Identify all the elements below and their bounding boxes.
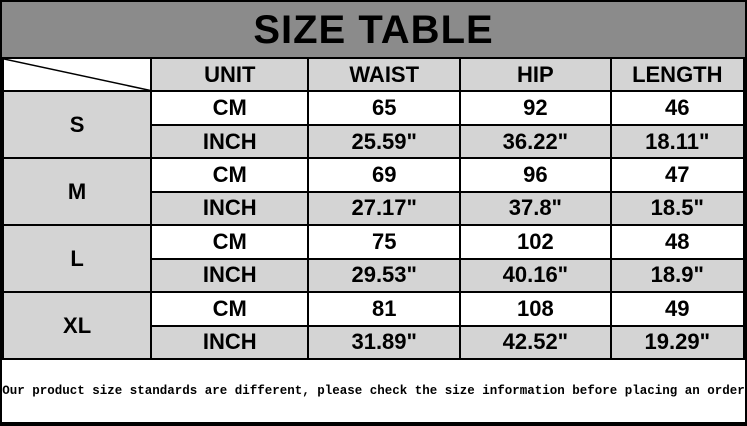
- footer-note-bar: Our product size standards are different…: [2, 360, 745, 422]
- table-row-s-cm: S CM 65 92 46: [2, 90, 745, 160]
- value-cell: 69: [307, 157, 462, 193]
- title-bar: SIZE TABLE: [2, 2, 745, 57]
- corner-cell: [2, 56, 153, 93]
- value-cell: 29.53": [307, 257, 462, 294]
- unit-label-cell: INCH: [150, 257, 310, 294]
- column-header-hip: HIP: [459, 56, 612, 93]
- value-cell: 36.22": [459, 123, 612, 160]
- size-label-s: S: [2, 90, 153, 160]
- value-cell: 47: [609, 157, 745, 193]
- value-cell: 65: [307, 90, 462, 126]
- unit-label-cell: INCH: [150, 324, 310, 360]
- size-label-xl: XL: [2, 291, 153, 360]
- value-cell: 42.52": [459, 324, 612, 360]
- value-cell: 19.29": [609, 324, 745, 360]
- value-cell: 46: [609, 90, 745, 126]
- value-cell: 75: [307, 224, 462, 260]
- value-cell: 96: [459, 157, 612, 193]
- unit-label-cell: CM: [150, 90, 310, 126]
- unit-label-cell: CM: [150, 291, 310, 327]
- value-cell: 40.16": [459, 257, 612, 294]
- table-row-xl-inch: INCH 31.89" 42.52" 19.29": [3, 324, 745, 360]
- unit-label-cell: CM: [150, 157, 310, 193]
- unit-label-cell: CM: [150, 224, 310, 260]
- value-cell: 18.9": [609, 257, 745, 294]
- unit-label-cell: INCH: [150, 123, 310, 160]
- value-cell: 25.59": [307, 123, 462, 160]
- footer-note-text: Our product size standards are different…: [2, 384, 745, 398]
- table-row-l-cm: L CM 75 102 48: [2, 224, 745, 294]
- table-row-l-inch: INCH 29.53" 40.16" 18.9": [3, 257, 745, 294]
- header-row: UNIT WAIST HIP LENGTH: [2, 56, 745, 93]
- value-cell: 27.17": [307, 190, 462, 227]
- value-cell: 18.11": [609, 123, 745, 160]
- value-cell: 18.5": [609, 190, 745, 227]
- page-title: SIZE TABLE: [253, 7, 494, 52]
- table-row-s-inch: INCH 25.59" 36.22" 18.11": [3, 123, 745, 160]
- value-cell: 49: [609, 291, 745, 327]
- size-label-l: L: [2, 224, 153, 294]
- size-table: UNIT WAIST HIP LENGTH S CM 65 92 46 INCH…: [2, 56, 745, 360]
- table-row-m-cm: M CM 69 96 47: [2, 157, 745, 227]
- column-header-waist: WAIST: [307, 56, 462, 93]
- table-row-m-inch: INCH 27.17" 37.8" 18.5": [3, 190, 745, 227]
- value-cell: 102: [459, 224, 612, 260]
- column-header-length: LENGTH: [609, 56, 745, 93]
- value-cell: 37.8": [459, 190, 612, 227]
- unit-label-cell: INCH: [150, 190, 310, 227]
- value-cell: 48: [609, 224, 745, 260]
- diagonal-line: [4, 59, 150, 90]
- table-row-xl-cm: XL CM 81 108 49: [2, 291, 745, 360]
- value-cell: 108: [459, 291, 612, 327]
- size-label-m: M: [2, 157, 153, 227]
- column-header-unit: UNIT: [150, 56, 310, 93]
- value-cell: 81: [307, 291, 462, 327]
- value-cell: 31.89": [307, 324, 462, 360]
- value-cell: 92: [459, 90, 612, 126]
